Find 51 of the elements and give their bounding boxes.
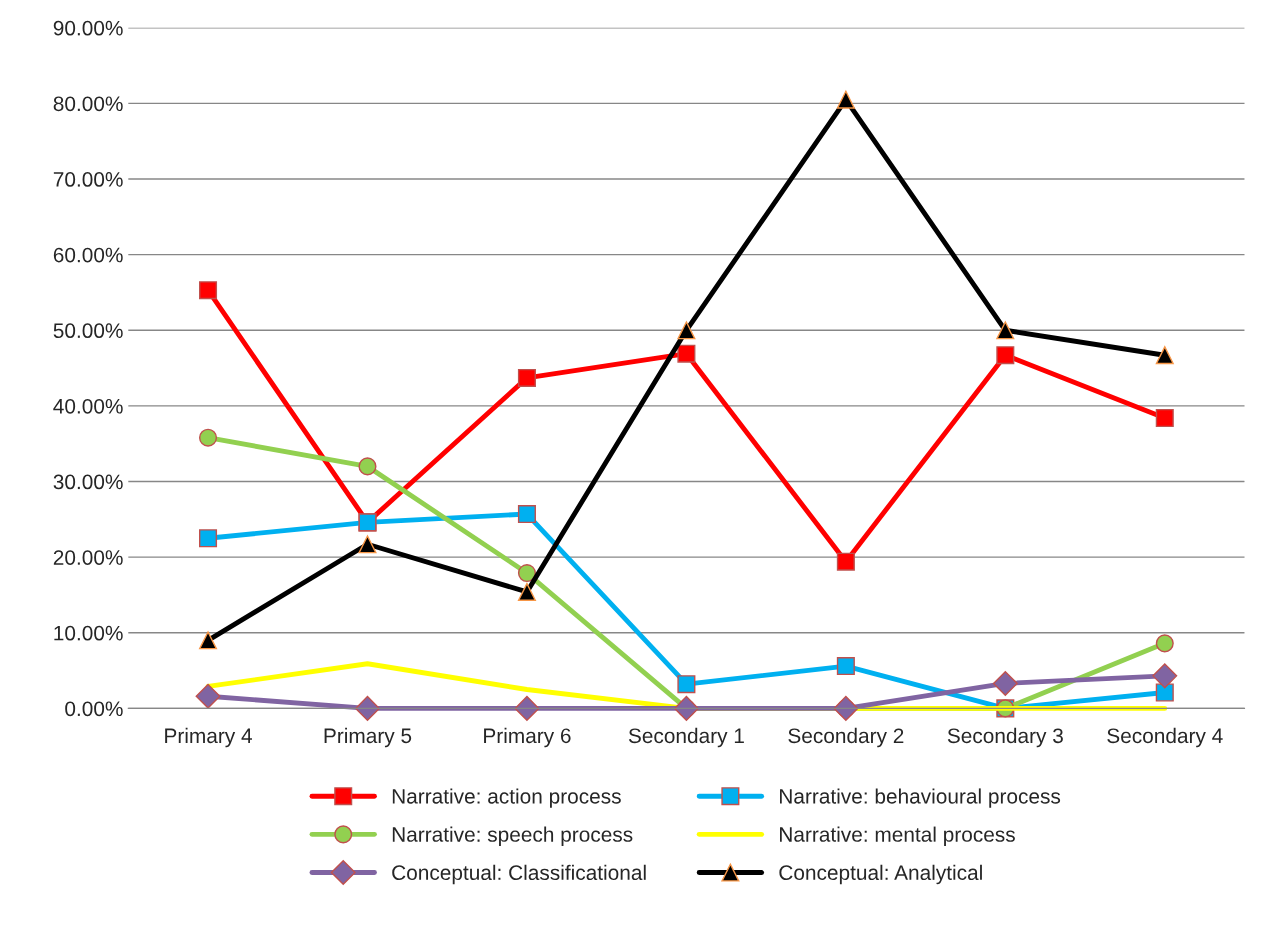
x-tick-label: Secondary 1 (628, 727, 744, 748)
point (195, 683, 221, 709)
point (199, 631, 218, 650)
point (1155, 408, 1174, 428)
point (199, 428, 218, 447)
y-tick-label: 80.00% (53, 96, 123, 112)
point (677, 675, 696, 694)
y-tick-label: 60.00% (53, 247, 123, 263)
point (517, 505, 536, 524)
point (1152, 663, 1178, 689)
point (358, 457, 377, 476)
point (673, 695, 699, 721)
point (833, 695, 859, 721)
point (836, 657, 855, 676)
x-tick-label: Secondary 2 (788, 727, 904, 748)
point (836, 552, 855, 571)
legend-label: Narrative: mental process (780, 826, 1015, 846)
point (517, 563, 536, 583)
x-tick-label: Secondary 4 (1107, 727, 1223, 748)
point (1155, 346, 1174, 365)
point (836, 90, 855, 109)
point (996, 321, 1015, 340)
point (996, 346, 1015, 365)
point (677, 321, 696, 340)
y-tick-label: 90.00% (53, 20, 123, 36)
legend-label: Conceptual: Analytical (779, 864, 982, 885)
point (514, 695, 540, 721)
point (517, 582, 536, 601)
point (358, 535, 377, 554)
x-tick-label: Primary 6 (484, 727, 571, 748)
y-tick-label: 20.00% (53, 550, 123, 565)
point (1155, 683, 1174, 702)
x-tick-label: Primary 5 (324, 727, 412, 748)
legend-label: Narrative: action process (392, 788, 621, 808)
legend-label: Narrative: speech process (392, 826, 633, 846)
point (199, 529, 218, 548)
point (199, 281, 218, 300)
y-tick-label: 70.00% (53, 172, 123, 187)
y-tick-label: 10.00% (54, 625, 123, 641)
y-tick-label: 0.00% (65, 701, 123, 717)
y-tick-label: 40.00% (53, 398, 123, 414)
x-tick-label: Primary 4 (165, 727, 252, 748)
y-tick-label: 30.00% (53, 474, 123, 490)
point (677, 344, 696, 363)
point (992, 670, 1018, 696)
legend-label: Narrative: behavioural process (780, 788, 1061, 808)
x-tick-label: Secondary 3 (947, 727, 1063, 748)
y-tick-label: 50.00% (53, 323, 123, 339)
legend-label: Conceptual: Classificational (392, 864, 646, 885)
point (517, 368, 536, 387)
point (1155, 634, 1174, 653)
